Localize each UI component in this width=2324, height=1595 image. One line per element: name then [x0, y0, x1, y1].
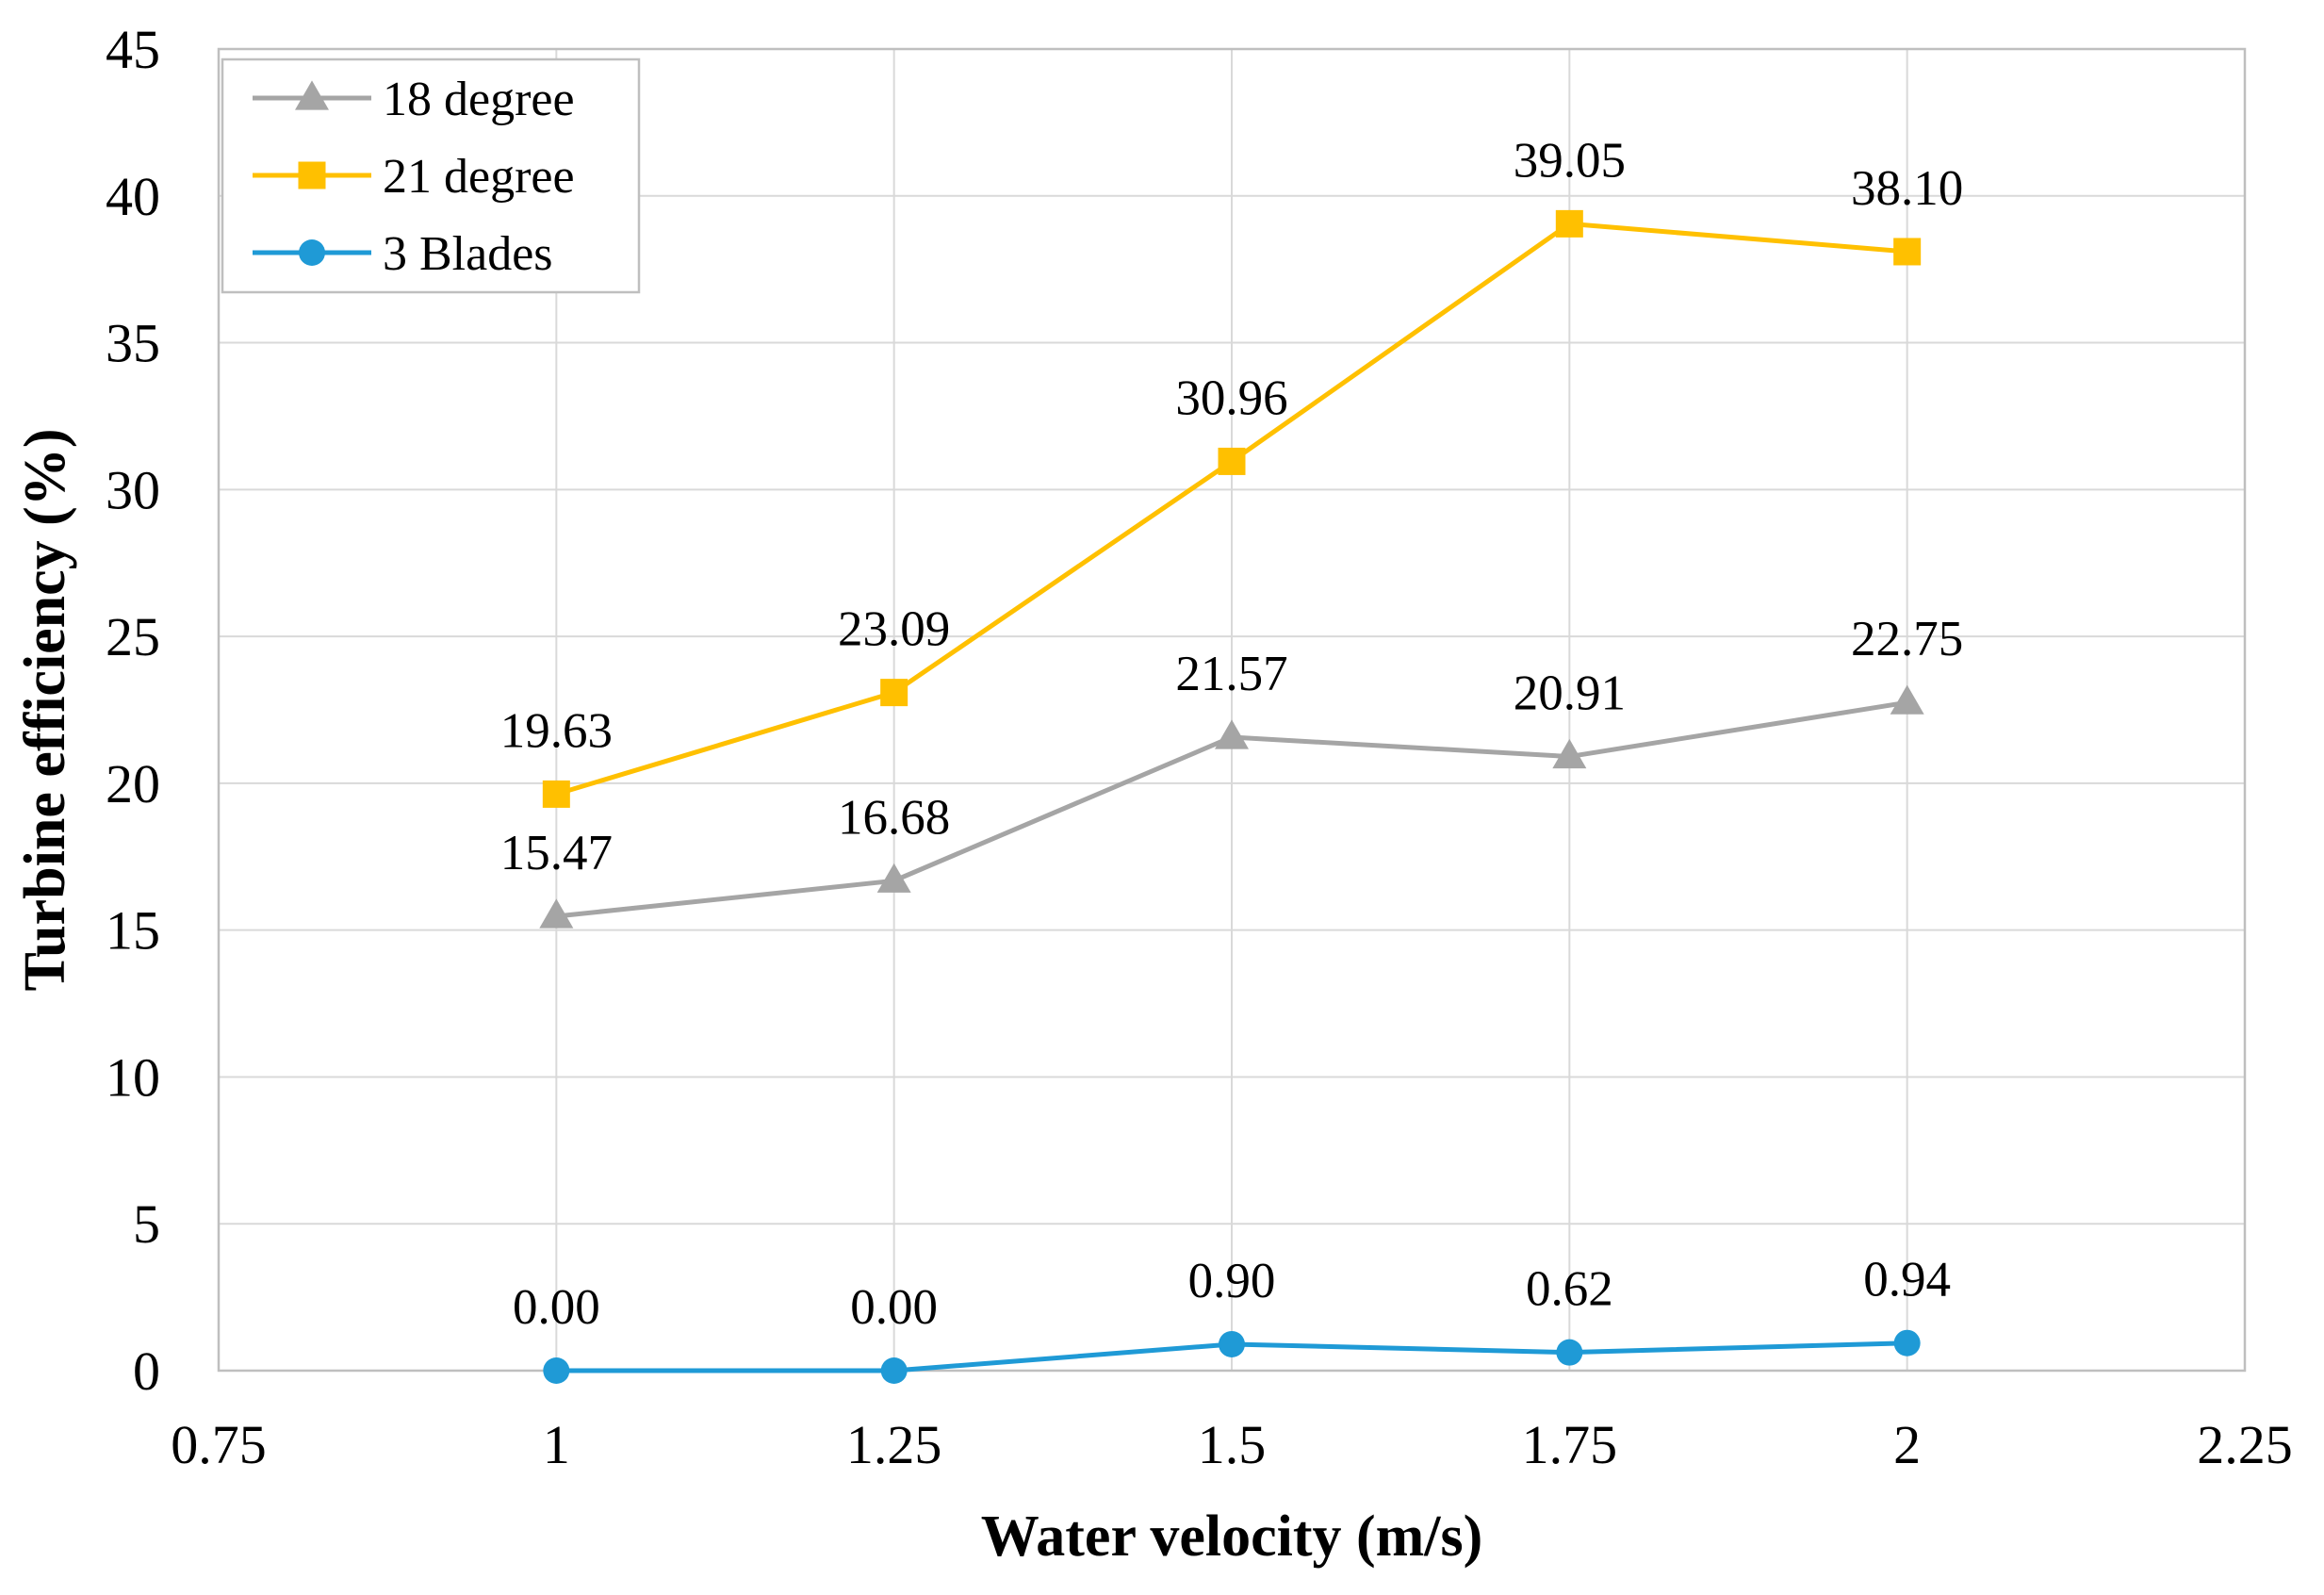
data-label-21-degree-2: 30.96 — [1175, 370, 1287, 425]
y-tick-label-2: 10 — [106, 1046, 160, 1108]
x-tick-label-1: 1 — [543, 1414, 570, 1475]
legend-marker-21-degree — [298, 161, 326, 189]
data-point-21-degree-4 — [1893, 238, 1922, 266]
data-label-18-degree-3: 20.91 — [1514, 666, 1626, 721]
data-label-3-blades-3: 0.62 — [1526, 1262, 1613, 1317]
legend-label-3-blades: 3 Blades — [383, 227, 553, 281]
data-point-18-degree-4 — [1890, 684, 1924, 715]
x-tick-label-0: 0.75 — [171, 1414, 267, 1475]
data-point-18-degree-1 — [876, 863, 911, 893]
y-tick-label-8: 40 — [106, 166, 160, 227]
y-tick-label-6: 30 — [106, 459, 160, 520]
data-label-3-blades-4: 0.94 — [1863, 1253, 1951, 1307]
legend-marker-18-degree — [295, 80, 329, 110]
y-tick-label-0: 0 — [133, 1340, 160, 1402]
x-tick-label-4: 1.75 — [1522, 1414, 1618, 1475]
x-tick-label-6: 2.25 — [2197, 1414, 2293, 1475]
data-label-18-degree-1: 16.68 — [838, 790, 950, 845]
data-point-18-degree-3 — [1552, 738, 1587, 769]
y-tick-label-5: 25 — [106, 606, 160, 667]
tick-layer: 0 5 10 15 20 25 30 35 40 45 0.75 1 1.25 1.5 1.75 2 2.25 — [106, 19, 2293, 1475]
x-tick-label-5: 2 — [1893, 1414, 1921, 1475]
data-label-18-degree-0: 15.47 — [500, 826, 613, 880]
plot-area-border — [217, 47, 2247, 1373]
data-label-18-degree-2: 21.57 — [1175, 647, 1287, 701]
data-label-3-blades-1: 0.00 — [850, 1280, 938, 1335]
y-tick-label-9: 45 — [106, 19, 160, 80]
data-label-21-degree-3: 39.05 — [1514, 133, 1626, 188]
data-point-3-blades-1 — [880, 1357, 908, 1384]
legend-label-18-degree: 18 degree — [383, 73, 575, 126]
data-label-21-degree-4: 38.10 — [1851, 161, 1963, 216]
data-label-layer: 15.47 16.68 21.57 20.91 22.75 19.63 23.09 30.96… — [500, 133, 1964, 1335]
x-axis-title: Water velocity (m/s) — [981, 1505, 1483, 1569]
data-point-21-degree-2 — [1218, 447, 1246, 475]
y-tick-label-1: 5 — [133, 1193, 160, 1255]
data-point-21-degree-0 — [542, 780, 570, 808]
data-label-3-blades-2: 0.90 — [1188, 1254, 1276, 1308]
legend: 18 degree 21 degree 3 Blades — [221, 58, 641, 294]
legend-marker-3-blades — [299, 239, 325, 266]
data-point-3-blades-4 — [1893, 1329, 1921, 1357]
series-layer — [539, 209, 1924, 1384]
x-tick-label-2: 1.25 — [846, 1414, 942, 1475]
x-tick-label-3: 1.5 — [1198, 1414, 1267, 1475]
y-axis-title: Turbine efficiency (%) — [13, 429, 77, 992]
data-label-21-degree-1: 23.09 — [838, 602, 950, 657]
y-tick-label-7: 35 — [106, 313, 160, 374]
data-point-3-blades-0 — [543, 1357, 570, 1384]
data-point-18-degree-0 — [539, 898, 574, 929]
data-point-3-blades-3 — [1556, 1339, 1583, 1366]
data-point-3-blades-2 — [1219, 1330, 1245, 1357]
data-point-21-degree-1 — [880, 679, 908, 707]
data-label-21-degree-0: 19.63 — [500, 703, 613, 758]
data-label-3-blades-0: 0.00 — [513, 1280, 600, 1335]
data-point-18-degree-2 — [1215, 719, 1249, 749]
data-label-18-degree-4: 22.75 — [1851, 612, 1963, 666]
y-tick-label-3: 15 — [106, 900, 160, 962]
data-point-21-degree-3 — [1555, 209, 1583, 238]
legend-items: 18 degree 21 degree 3 Blades — [253, 73, 575, 281]
y-tick-label-4: 20 — [106, 753, 160, 814]
legend-label-21-degree: 21 degree — [383, 150, 575, 204]
